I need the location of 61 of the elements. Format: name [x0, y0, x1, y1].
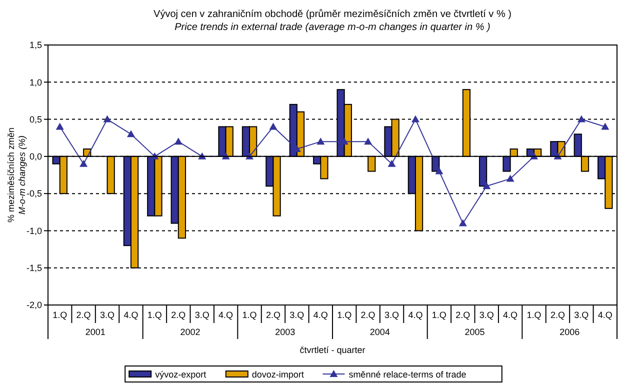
- x-tick-label: 2.Q: [456, 310, 470, 320]
- x-tick-label: 3.Q: [384, 310, 400, 320]
- y-tick-label: 0,5: [29, 114, 42, 124]
- y-axis-title: % meziměsíčních změn M-o-m changes (%): [6, 127, 27, 223]
- x-tick-label: 1.Q: [526, 310, 542, 320]
- point: [269, 122, 278, 130]
- y-tick-label: -1,0: [26, 226, 42, 236]
- point: [458, 219, 467, 226]
- y-tick-label: -2,0: [26, 300, 42, 310]
- text: 2006: [560, 327, 580, 337]
- y-tick-label: -0,5: [26, 188, 42, 199]
- x-tick-label: 1.Q: [337, 310, 352, 320]
- x-tick-label: 2.Q: [550, 310, 565, 320]
- x-tick-label: 4.Q: [218, 310, 234, 320]
- legend-label: směnné relace-terms of trade: [348, 370, 466, 380]
- x-tick-label: 2.Q: [76, 310, 91, 320]
- point: [435, 167, 444, 174]
- point: [103, 115, 112, 122]
- text: 2005: [464, 327, 485, 337]
- text: 2004: [370, 327, 390, 337]
- x-tick-label: 3.Q: [479, 310, 494, 320]
- legend-label: dovoz-import: [252, 370, 304, 380]
- point: [388, 160, 396, 167]
- text: 2001: [85, 327, 106, 337]
- point: [601, 122, 610, 130]
- point: [56, 122, 64, 130]
- x-tick-label: 3.Q: [194, 310, 210, 320]
- x-tick-label: 1.Q: [432, 310, 446, 320]
- y-tick-label: -1,5: [26, 263, 42, 274]
- x-tick-label: 2.Q: [266, 310, 280, 320]
- x-tick-label: 4.Q: [408, 310, 423, 320]
- point: [411, 115, 420, 122]
- chart-title: Vývoj cen v zahraničním obchodě (průměr meziměsíčních změn ve čtvrtletí v % ): [154, 8, 512, 20]
- y-tick-label: 0,0: [29, 152, 42, 162]
- x-tick-label: 1.Q: [242, 310, 257, 320]
- x-tick-label: 3.Q: [574, 310, 589, 320]
- x-tick-label: 3.Q: [290, 310, 304, 320]
- x-tick-label: 4.Q: [503, 310, 518, 320]
- x-tick-label: 1.Q: [52, 310, 68, 320]
- x-tick-label: 4.Q: [124, 310, 138, 320]
- x-tick-label: 2.Q: [171, 310, 186, 320]
- point: [506, 174, 514, 182]
- point: [577, 115, 586, 122]
- text: 2002: [180, 327, 200, 337]
- x-axis-title: čtvrtletí - quarter: [300, 345, 366, 355]
- point: [80, 160, 88, 167]
- x-tick-label: 2.Q: [360, 310, 376, 320]
- point: [482, 182, 491, 190]
- y-tick-label: 1,0: [29, 77, 42, 88]
- x-tick-label: 4.Q: [313, 310, 328, 320]
- point: [364, 138, 372, 145]
- legend-label: vývoz-export: [155, 370, 207, 380]
- x-tick-label: 4.Q: [598, 310, 612, 320]
- point: [174, 138, 182, 145]
- y-tick-label: 1,5: [29, 40, 42, 50]
- x-tick-label: 1.Q: [147, 310, 162, 320]
- x-tick-label: 3.Q: [100, 310, 115, 320]
- point: [126, 130, 135, 138]
- chart-subtitle: Price trends in external trade (average m-o-m changes in quarter in % ): [174, 22, 490, 33]
- text: 2003: [275, 327, 296, 337]
- point: [316, 138, 325, 145]
